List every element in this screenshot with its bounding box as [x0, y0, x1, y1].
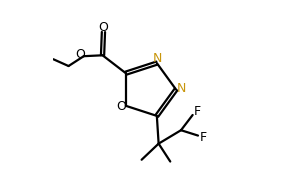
Text: O: O: [75, 48, 85, 61]
Text: O: O: [99, 21, 108, 34]
Text: O: O: [116, 100, 126, 113]
Text: N: N: [153, 52, 162, 66]
Text: F: F: [199, 130, 206, 144]
Text: F: F: [194, 105, 201, 118]
Text: N: N: [176, 82, 186, 95]
